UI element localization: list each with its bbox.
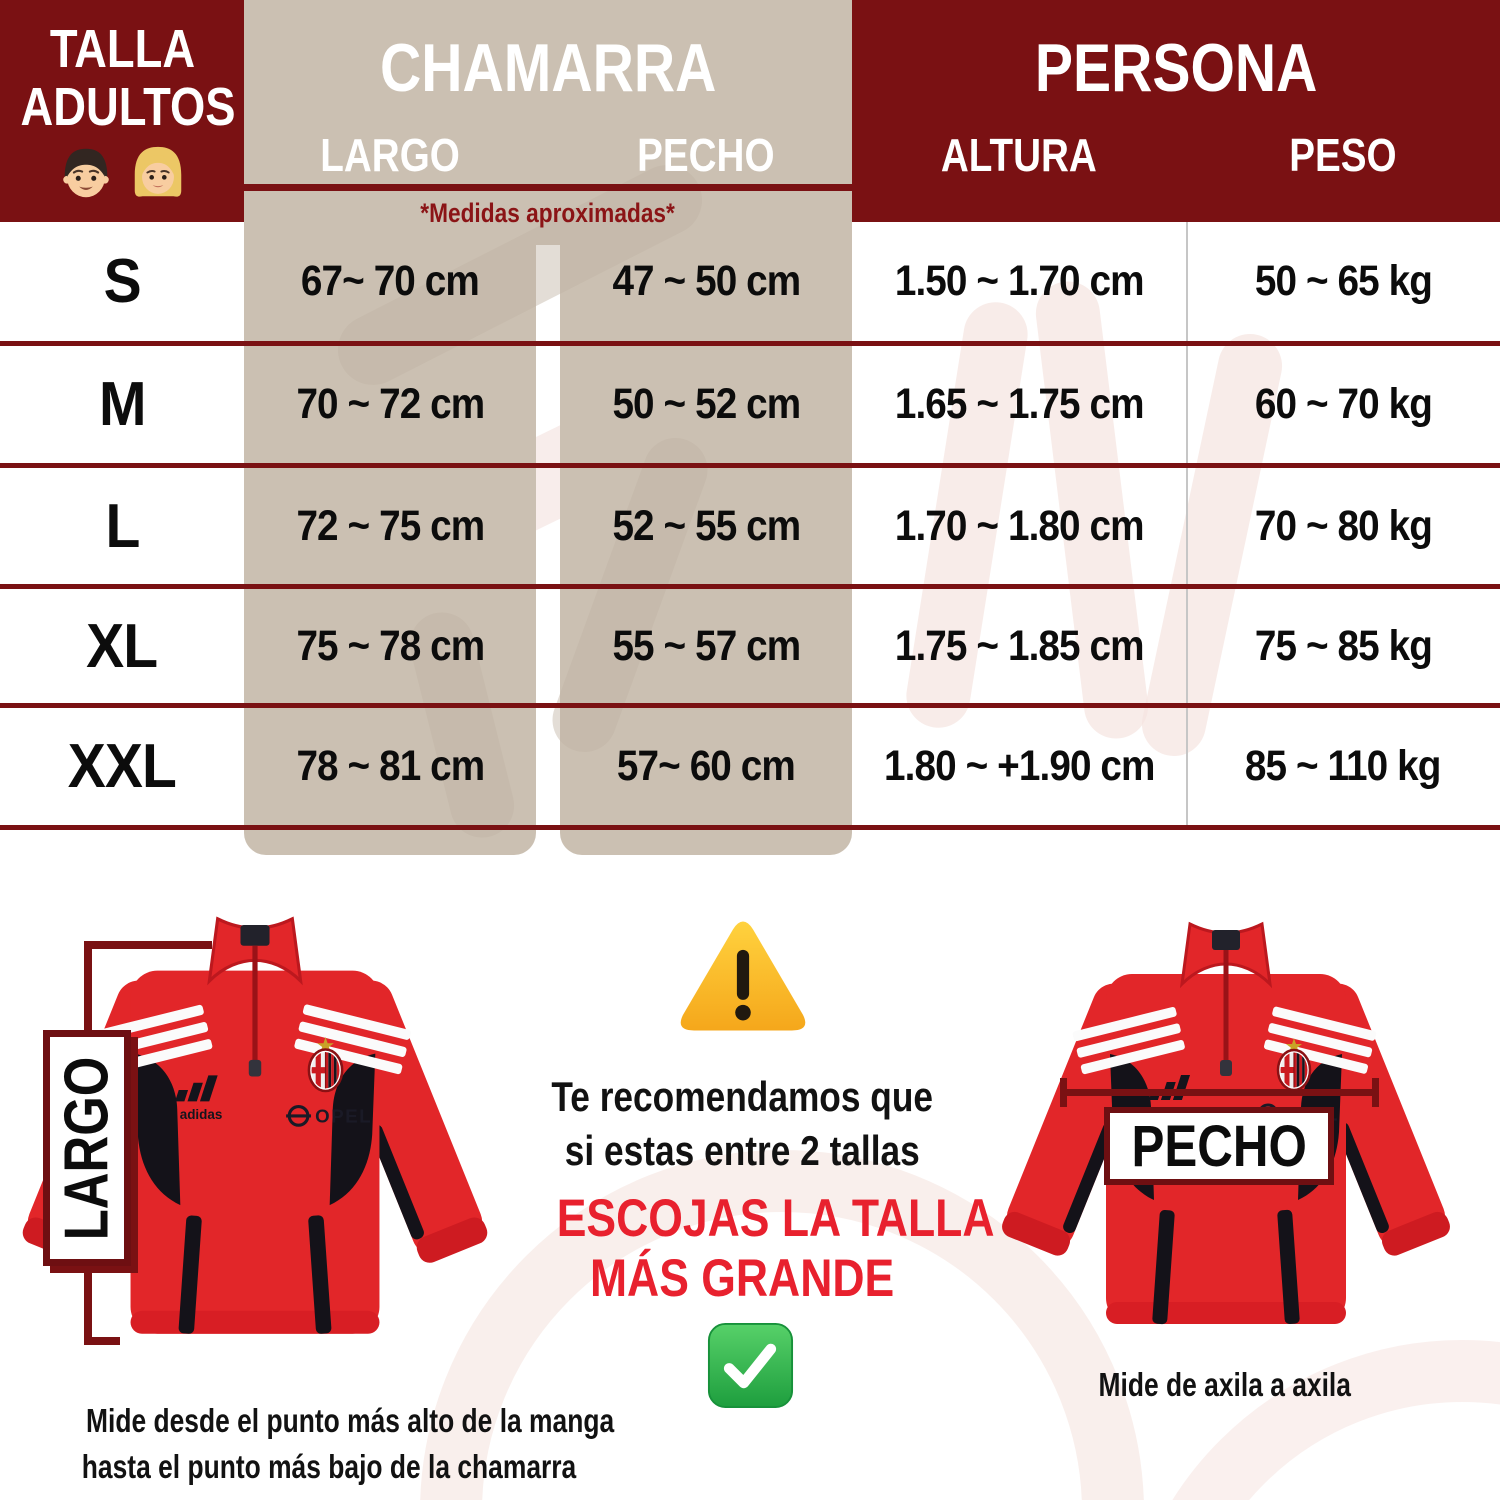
zipper-pull-icon xyxy=(1220,1060,1232,1076)
header-chamarra-block xyxy=(244,0,852,245)
man-emoji-icon xyxy=(63,148,109,198)
size-col-title-line2: ADULTOS xyxy=(20,77,236,137)
largo-value: 75 ~ 78 cm xyxy=(296,621,485,670)
star-icon xyxy=(317,1037,334,1053)
largo-value: 78 ~ 81 cm xyxy=(296,742,485,790)
pecho-value: 52 ~ 55 cm xyxy=(612,501,801,550)
pecho-tick-left xyxy=(1060,1078,1067,1107)
size-label: XL xyxy=(86,611,158,681)
header-persona-block xyxy=(852,0,1500,222)
collar-tag xyxy=(1212,930,1240,950)
table-row-xxl: XXL 78 ~ 81 cm 57~ 60 cm 1.80 ~ +1.90 cm… xyxy=(0,708,1500,825)
measurements-note: *Medidas aproximadas* xyxy=(420,198,676,228)
woman-emoji-icon xyxy=(134,146,182,197)
advice-highlight-line1: ESCOJAS LA TALLA xyxy=(556,1189,995,1248)
peso-value: 50 ~ 65 kg xyxy=(1254,257,1432,305)
col-header-pecho: PECHO xyxy=(637,129,775,181)
club-crest-icon xyxy=(1276,1038,1312,1092)
row-divider xyxy=(0,463,1500,468)
brand-text: adidas xyxy=(180,1107,223,1122)
pecho-label-box: PECHO xyxy=(1104,1107,1334,1185)
peso-value: 85 ~ 110 kg xyxy=(1245,742,1442,790)
altura-peso-divider xyxy=(1186,222,1188,825)
largo-value: 67~ 70 cm xyxy=(300,257,480,305)
row-divider xyxy=(0,341,1500,346)
size-label: M xyxy=(98,370,147,439)
altura-value: 1.80 ~ +1.90 cm xyxy=(883,742,1155,790)
col-header-largo: LARGO xyxy=(320,129,460,181)
largo-value: 72 ~ 75 cm xyxy=(296,501,485,550)
pecho-tick-right xyxy=(1372,1078,1379,1107)
largo-value: 70 ~ 72 cm xyxy=(296,380,485,428)
altura-value: 1.65 ~ 1.75 cm xyxy=(894,380,1145,428)
altura-value: 1.50 ~ 1.70 cm xyxy=(894,257,1145,305)
jacket-photo-largo: adidas OPEL xyxy=(22,916,488,1334)
table-row-l: L 72 ~ 75 cm 52 ~ 55 cm 1.70 ~ 1.80 cm 7… xyxy=(0,468,1500,584)
peso-value: 70 ~ 80 kg xyxy=(1254,501,1432,550)
adult-emojis xyxy=(0,142,244,204)
pecho-measure-line xyxy=(1063,1089,1379,1096)
advice-highlight-line2: MÁS GRANDE xyxy=(590,1249,895,1308)
col-header-peso: PESO xyxy=(1289,129,1397,181)
star-icon xyxy=(1286,1038,1302,1054)
three-stripes-right xyxy=(294,1004,411,1075)
opel-logo-icon: OPEL xyxy=(286,1104,372,1127)
row-divider xyxy=(0,825,1500,830)
table-row-s: S 67~ 70 cm 47 ~ 50 cm 1.50 ~ 1.70 cm 50… xyxy=(0,222,1500,341)
table-row-m: M 70 ~ 72 cm 50 ~ 52 cm 1.65 ~ 1.75 cm 6… xyxy=(0,346,1500,463)
largo-label: LARGO xyxy=(52,1056,122,1240)
sponsor-text: OPEL xyxy=(315,1106,372,1127)
table-row-xl: XL 75 ~ 78 cm 55 ~ 57 cm 1.75 ~ 1.85 cm … xyxy=(0,589,1500,703)
warning-icon xyxy=(680,921,806,1031)
row-divider xyxy=(0,703,1500,708)
pecho-label: PECHO xyxy=(1131,1113,1307,1179)
size-label: S xyxy=(103,247,141,316)
collar-tag xyxy=(240,925,270,946)
adidas-logo-icon: adidas xyxy=(175,1075,222,1122)
row-divider xyxy=(0,584,1500,589)
advice-line1: Te recomendamos que xyxy=(551,1073,934,1120)
size-label: L xyxy=(105,491,140,561)
chamarra-title: CHAMARRA xyxy=(379,30,717,106)
advice-line2: si estas entre 2 tallas xyxy=(565,1127,920,1174)
pecho-caption: Mide de axila a axila xyxy=(1098,1366,1352,1403)
header-size-block xyxy=(0,0,244,222)
size-label: XXL xyxy=(67,732,177,801)
altura-value: 1.75 ~ 1.85 cm xyxy=(894,621,1145,670)
persona-title: PERSONA xyxy=(1034,30,1318,106)
pecho-value: 50 ~ 52 cm xyxy=(612,380,801,428)
pecho-value: 47 ~ 50 cm xyxy=(612,257,801,305)
zipper-pull-icon xyxy=(248,1059,262,1077)
largo-caption: Mide desde el punto más alto de la manga… xyxy=(81,1402,615,1485)
peso-value: 60 ~ 70 kg xyxy=(1254,380,1432,428)
largo-label-box: LARGO xyxy=(43,1030,131,1266)
largo-bracket-top xyxy=(84,941,212,949)
size-col-title-line1: TALLA xyxy=(49,19,195,79)
largo-bracket-bottom xyxy=(84,1337,120,1345)
col-header-altura: ALTURA xyxy=(941,129,1097,181)
altura-value: 1.70 ~ 1.80 cm xyxy=(894,501,1145,550)
header-underline xyxy=(244,184,852,191)
pecho-value: 57~ 60 cm xyxy=(616,742,796,790)
peso-value: 75 ~ 85 kg xyxy=(1254,621,1432,670)
check-icon xyxy=(707,1322,794,1409)
club-crest-icon xyxy=(307,1037,344,1093)
pecho-value: 55 ~ 57 cm xyxy=(612,621,801,670)
pecho-column-bg xyxy=(560,245,852,855)
largo-column-bg xyxy=(244,245,536,855)
